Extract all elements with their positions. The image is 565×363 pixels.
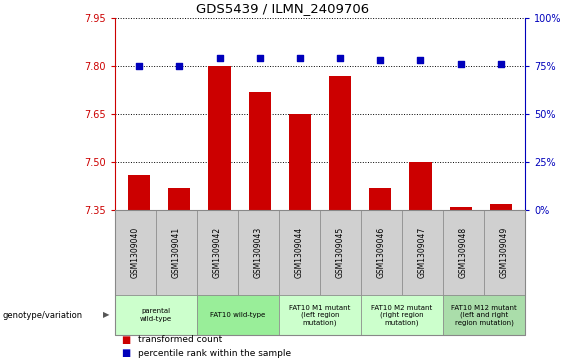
Point (134, 63, 144, 69)
Bar (208, 66, 231, 210)
Text: ■: ■ (121, 335, 130, 345)
Bar (168, 188, 190, 210)
Text: FAT10 M2 mutant
(right region
mutation): FAT10 M2 mutant (right region mutation) (371, 305, 433, 326)
Point (497, 61, 506, 67)
Text: FAT10 M1 mutant
(left region
mutation): FAT10 M1 mutant (left region mutation) (289, 305, 351, 326)
Bar (128, 175, 150, 210)
Text: GSM1309048: GSM1309048 (459, 227, 468, 278)
Bar (450, 207, 472, 210)
Bar (329, 76, 351, 210)
Bar (490, 204, 512, 210)
Point (336, 56, 345, 61)
Text: ▶: ▶ (103, 310, 110, 319)
Text: genotype/variation: genotype/variation (3, 310, 83, 319)
Text: GSM1309042: GSM1309042 (213, 227, 222, 278)
Point (456, 61, 465, 67)
Text: GDS5439 / ILMN_2409706: GDS5439 / ILMN_2409706 (196, 2, 369, 15)
Text: GSM1309040: GSM1309040 (131, 227, 140, 278)
Text: GSM1309049: GSM1309049 (500, 227, 509, 278)
Bar (410, 162, 432, 210)
Text: percentile rank within the sample: percentile rank within the sample (138, 348, 291, 358)
Text: FAT10 M12 mutant
(left and right
region mutation): FAT10 M12 mutant (left and right region … (451, 305, 517, 326)
Text: transformed count: transformed count (138, 335, 222, 344)
Text: GSM1309041: GSM1309041 (172, 227, 181, 278)
Text: GSM1309045: GSM1309045 (336, 227, 345, 278)
Point (295, 56, 305, 61)
Point (376, 57, 385, 63)
Point (416, 57, 425, 63)
Bar (289, 114, 311, 210)
Point (215, 56, 224, 61)
Text: parental
wild-type: parental wild-type (140, 309, 172, 322)
Bar (249, 91, 271, 210)
Point (255, 56, 264, 61)
Text: GSM1309046: GSM1309046 (377, 227, 386, 278)
Text: GSM1309047: GSM1309047 (418, 227, 427, 278)
Bar (370, 188, 392, 210)
Text: ■: ■ (121, 348, 130, 358)
Text: FAT10 wild-type: FAT10 wild-type (210, 312, 266, 318)
Point (175, 63, 184, 69)
Text: GSM1309043: GSM1309043 (254, 227, 263, 278)
Text: GSM1309044: GSM1309044 (295, 227, 304, 278)
